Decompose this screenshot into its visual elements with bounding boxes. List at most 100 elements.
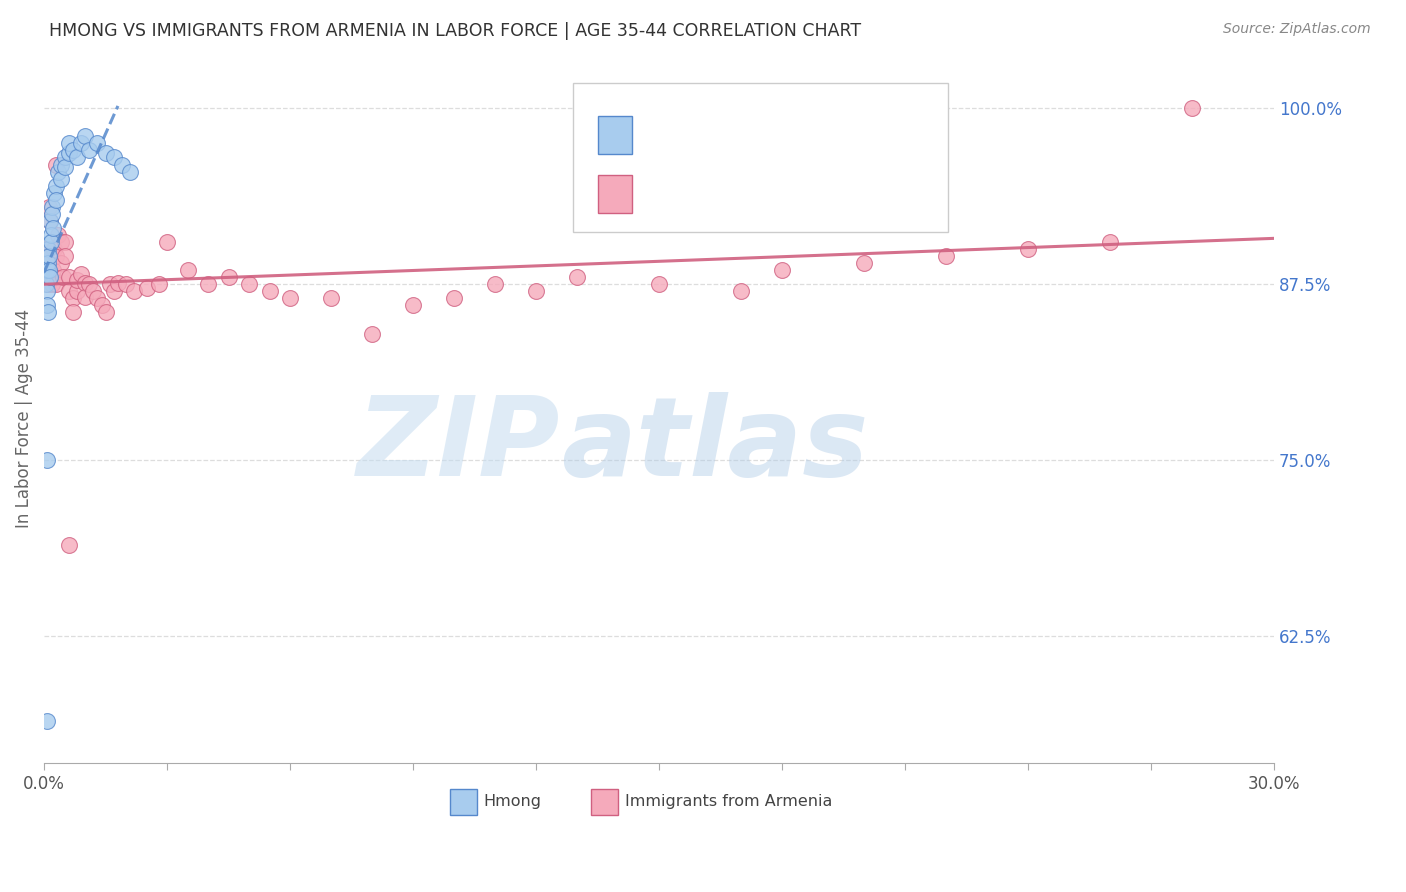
- Point: [58, 285, 80, 299]
- Point: [37, 277, 59, 292]
- Point: [42, 263, 65, 277]
- Point: [37, 249, 59, 263]
- Point: [35, 277, 58, 292]
- Point: [48, 164, 70, 178]
- Point: [1181, 101, 1204, 115]
- Point: [53, 151, 76, 165]
- Point: [75, 290, 97, 304]
- Point: [62, 291, 84, 305]
- Point: [58, 538, 80, 552]
- Point: [35, 270, 58, 285]
- Point: [197, 277, 219, 292]
- Text: R = 0.196: R = 0.196: [647, 126, 737, 145]
- Point: [70, 136, 93, 151]
- Point: [443, 291, 465, 305]
- Text: N = 63: N = 63: [794, 185, 862, 202]
- Point: [51, 270, 73, 285]
- Text: atlas: atlas: [561, 392, 868, 500]
- Point: [82, 285, 104, 299]
- Point: [37, 453, 59, 467]
- Point: [38, 249, 60, 263]
- Point: [103, 285, 125, 299]
- Point: [37, 256, 59, 270]
- Point: [41, 235, 63, 249]
- Point: [66, 273, 89, 287]
- Point: [37, 714, 59, 728]
- Text: N = 38: N = 38: [794, 126, 862, 145]
- Point: [98, 277, 121, 292]
- Point: [853, 256, 876, 270]
- Point: [58, 136, 80, 151]
- Text: ZIP: ZIP: [357, 392, 561, 500]
- Point: [42, 220, 65, 235]
- Point: [41, 277, 63, 292]
- Point: [238, 277, 260, 292]
- Point: [49, 157, 72, 171]
- Point: [1098, 235, 1121, 249]
- Point: [49, 171, 72, 186]
- Point: [107, 276, 129, 290]
- Point: [77, 277, 100, 292]
- Point: [45, 178, 67, 193]
- Point: [53, 161, 76, 175]
- Point: [41, 200, 63, 214]
- Point: [66, 151, 89, 165]
- Point: [41, 270, 63, 285]
- Point: [48, 227, 70, 242]
- Bar: [598, 116, 631, 154]
- Point: [35, 242, 58, 256]
- Point: [62, 144, 84, 158]
- Point: [35, 263, 58, 277]
- Point: [90, 298, 112, 312]
- FancyBboxPatch shape: [572, 83, 948, 232]
- Point: [58, 270, 80, 285]
- Point: [361, 326, 384, 341]
- Point: [49, 256, 72, 270]
- Point: [1017, 242, 1039, 256]
- Point: [484, 277, 506, 292]
- Point: [38, 200, 60, 214]
- Point: [39, 214, 62, 228]
- Point: [156, 235, 179, 249]
- Point: [35, 285, 58, 299]
- Point: [319, 291, 342, 305]
- Point: [524, 285, 547, 299]
- Text: Hmong: Hmong: [484, 794, 541, 808]
- Point: [44, 242, 66, 256]
- Point: [770, 263, 793, 277]
- Point: [45, 249, 67, 263]
- Point: [37, 305, 59, 319]
- Point: [111, 157, 134, 171]
- Point: [648, 277, 671, 292]
- Point: [730, 285, 752, 299]
- Point: [77, 144, 100, 158]
- Point: [278, 291, 301, 305]
- Point: [45, 157, 67, 171]
- Point: [148, 277, 170, 292]
- Point: [58, 146, 80, 161]
- Y-axis label: In Labor Force | Age 35-44: In Labor Force | Age 35-44: [15, 309, 32, 527]
- Point: [135, 281, 157, 295]
- Point: [86, 136, 108, 151]
- Point: [70, 268, 93, 282]
- Point: [37, 298, 59, 312]
- Point: [218, 270, 240, 285]
- Bar: [598, 175, 631, 212]
- Point: [402, 298, 425, 312]
- Point: [120, 164, 142, 178]
- Point: [45, 193, 67, 207]
- Text: HMONG VS IMMIGRANTS FROM ARMENIA IN LABOR FORCE | AGE 35-44 CORRELATION CHART: HMONG VS IMMIGRANTS FROM ARMENIA IN LABO…: [49, 22, 862, 40]
- Point: [94, 146, 117, 161]
- Text: Immigrants from Armenia: Immigrants from Armenia: [624, 794, 832, 808]
- Point: [37, 242, 59, 256]
- Point: [66, 285, 89, 299]
- Point: [259, 285, 281, 299]
- Point: [44, 186, 66, 200]
- Point: [124, 285, 146, 299]
- Point: [75, 129, 97, 144]
- Point: [94, 305, 117, 319]
- Point: [115, 277, 138, 292]
- Text: R = 0.153: R = 0.153: [647, 185, 737, 202]
- Point: [565, 270, 588, 285]
- Point: [103, 151, 125, 165]
